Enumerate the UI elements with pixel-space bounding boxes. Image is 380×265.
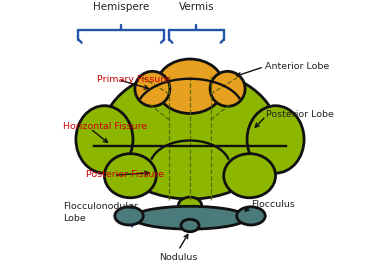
- Ellipse shape: [133, 206, 247, 229]
- Ellipse shape: [224, 154, 276, 198]
- Text: Flocculus: Flocculus: [251, 200, 295, 209]
- Text: Nodulus: Nodulus: [159, 253, 198, 262]
- Text: Posterior Lobe: Posterior Lobe: [266, 110, 334, 119]
- Ellipse shape: [115, 207, 143, 225]
- Ellipse shape: [178, 197, 202, 214]
- Text: Posterior Fissure: Posterior Fissure: [86, 170, 164, 179]
- Ellipse shape: [156, 59, 224, 113]
- Text: Vermis: Vermis: [179, 2, 214, 12]
- Text: Anterior Lobe: Anterior Lobe: [265, 62, 329, 71]
- Text: Primary Fissure: Primary Fissure: [97, 75, 169, 84]
- Ellipse shape: [105, 154, 156, 198]
- Ellipse shape: [135, 71, 170, 106]
- Text: Hemispere: Hemispere: [93, 2, 149, 12]
- Ellipse shape: [181, 219, 199, 232]
- Text: Horizontal Fissure: Horizontal Fissure: [63, 122, 147, 131]
- Ellipse shape: [247, 106, 304, 173]
- Text: Flocculonodular
Lobe: Flocculonodular Lobe: [63, 202, 138, 223]
- Ellipse shape: [210, 71, 245, 106]
- Ellipse shape: [237, 207, 265, 225]
- Ellipse shape: [102, 69, 278, 199]
- Ellipse shape: [76, 106, 133, 173]
